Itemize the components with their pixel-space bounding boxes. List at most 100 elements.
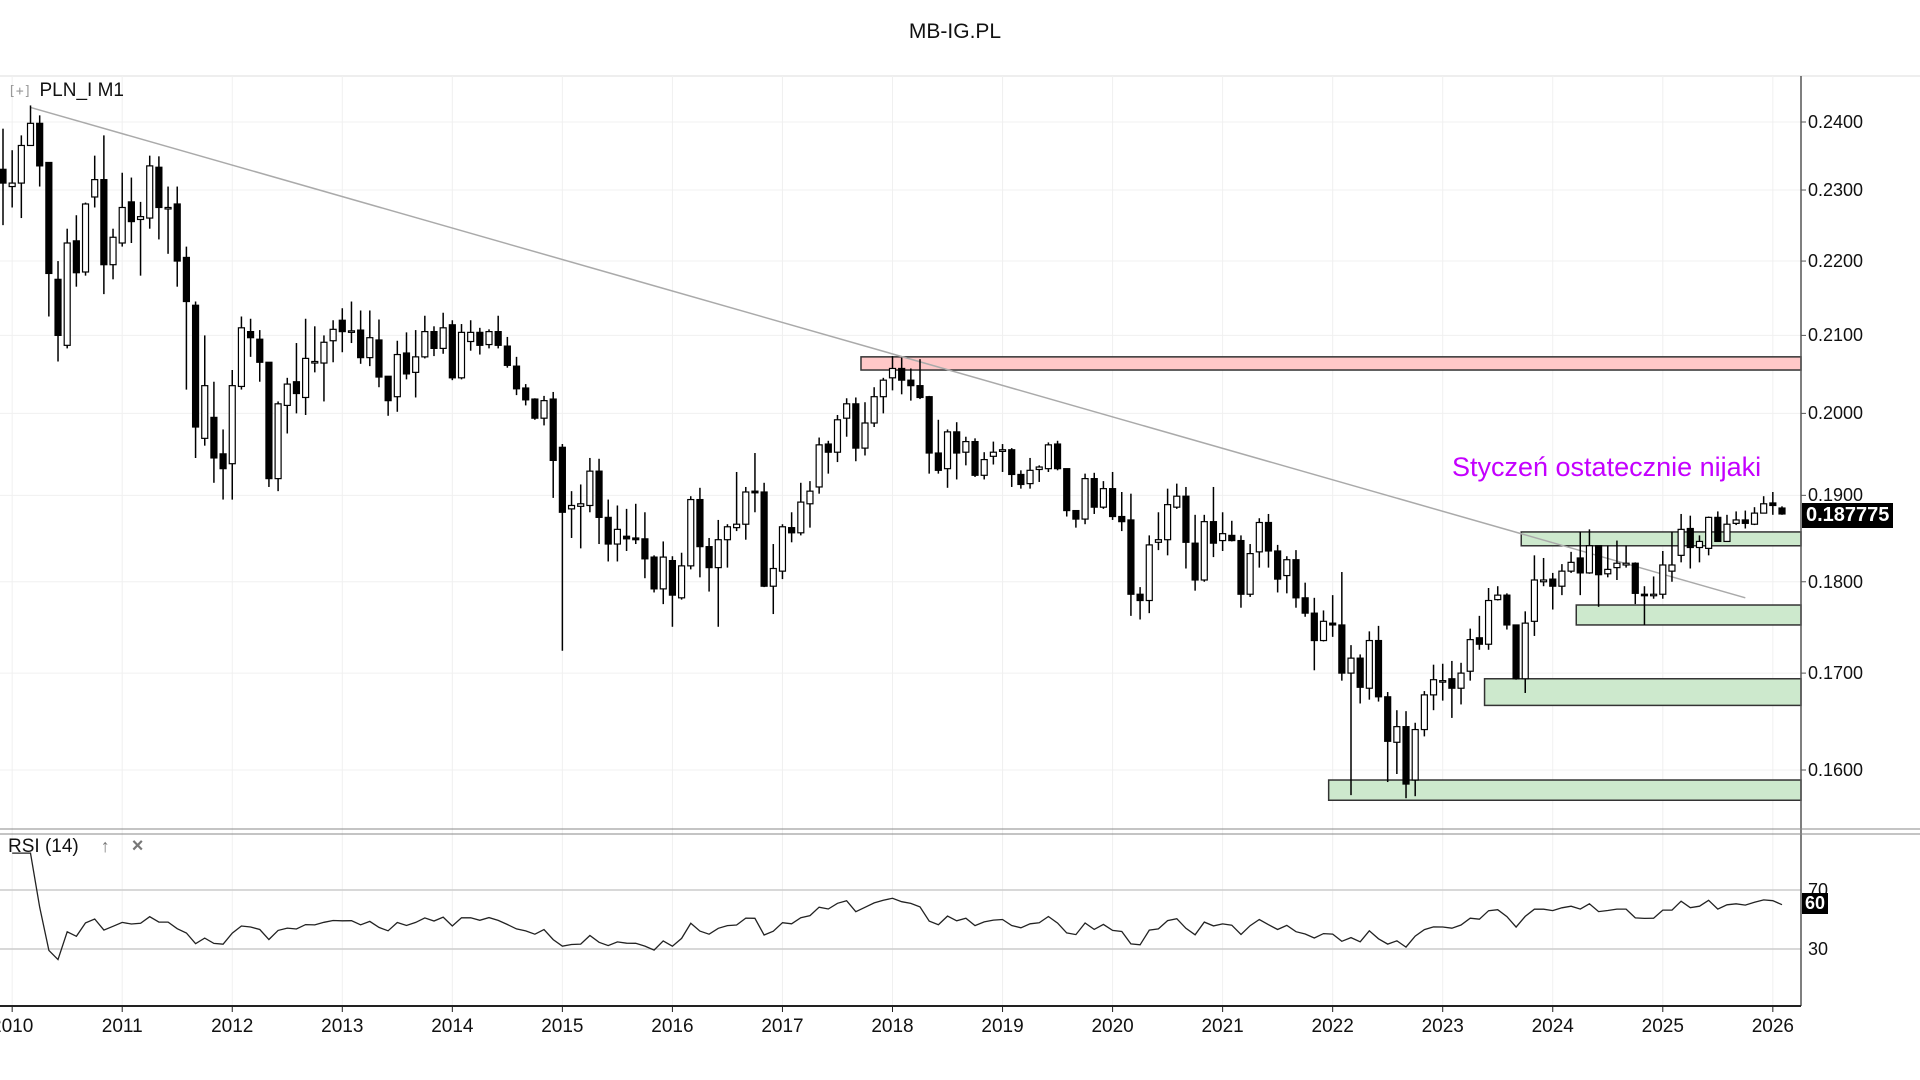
candle-body [210, 416, 218, 459]
candle-down [1640, 586, 1649, 625]
candle-body [1283, 559, 1291, 577]
candle-up [412, 330, 420, 398]
candle-body [63, 242, 71, 346]
candle-up [1558, 564, 1566, 596]
candle-up [1695, 535, 1704, 563]
candle-body [852, 403, 860, 449]
candle-body [1145, 544, 1153, 602]
candle-down [1778, 506, 1786, 515]
candle-body [522, 387, 530, 401]
candle-body [659, 556, 667, 590]
candle-down [1301, 582, 1309, 617]
candle-up [1521, 611, 1529, 693]
candle-body [751, 490, 759, 494]
candle-body [1567, 561, 1575, 572]
candle-body [439, 327, 447, 349]
candle-body [1228, 534, 1236, 542]
candle-body [1732, 519, 1740, 524]
candle-body [1631, 562, 1639, 594]
candle-down [1714, 511, 1722, 543]
candle-up [1494, 586, 1502, 601]
candle-up [1677, 513, 1685, 563]
candle-up [567, 491, 576, 538]
candle-body [1209, 521, 1218, 544]
candle-down [45, 161, 53, 317]
candle-down [210, 381, 218, 483]
candle-down [1686, 515, 1694, 569]
candle-body [742, 491, 750, 525]
candle-down [751, 453, 759, 513]
y-tick-label: 0.1900 [1808, 485, 1864, 506]
y-tick-label: 0.2000 [1808, 403, 1864, 424]
candle-body [1264, 521, 1273, 552]
candle-body [1044, 444, 1052, 470]
candle-down [531, 398, 539, 420]
expand-icon[interactable]: [+] [8, 83, 32, 99]
candle-down [503, 336, 511, 368]
candle-body [81, 203, 90, 273]
candle-down [402, 332, 411, 380]
rsi-value-tag: 60 [1802, 893, 1829, 914]
candle-body [953, 431, 961, 454]
candle-down [1741, 510, 1749, 529]
symbol-label: PLN_I M1 [39, 80, 124, 101]
candle-body [26, 122, 35, 147]
candle-body [595, 470, 603, 518]
candle-body [1494, 594, 1502, 601]
candle-down [1374, 625, 1383, 702]
candle-body [503, 345, 511, 366]
candle-body [934, 452, 942, 471]
x-tick-label: 2017 [761, 1016, 804, 1037]
candle-down [54, 261, 62, 362]
candle-body [265, 361, 273, 480]
candle-body [824, 443, 832, 453]
candle-body [1448, 678, 1456, 689]
candle-down [1209, 486, 1218, 558]
trendline-layer [30, 106, 1746, 599]
candle-down [1118, 491, 1126, 532]
candle-up [1319, 610, 1328, 642]
candle-body [1219, 533, 1227, 542]
candle-body [228, 385, 236, 465]
candle-down [1292, 550, 1300, 608]
trendline [30, 106, 1746, 599]
candle-body [164, 206, 172, 210]
candle-down [357, 310, 365, 364]
rsi-panel [0, 852, 1801, 961]
candle-body [1393, 726, 1401, 743]
x-tick-label: 2021 [1201, 1016, 1244, 1037]
candle-up [1484, 587, 1493, 650]
x-tick-label: 2020 [1091, 1016, 1134, 1037]
candle-up [1200, 514, 1208, 582]
candle-body [549, 398, 557, 462]
candle-body [457, 331, 466, 379]
candle-down [1017, 470, 1025, 489]
candle-body [1191, 542, 1199, 581]
candle-body [36, 122, 44, 167]
candle-up [733, 471, 741, 532]
candle-body [998, 449, 1007, 452]
candle-body [1760, 503, 1768, 514]
candle-body [467, 331, 475, 343]
candle-body [1108, 488, 1117, 518]
candle-up [1365, 631, 1373, 700]
candle-down [1310, 597, 1318, 671]
candle-body [146, 165, 154, 219]
candle-down [1274, 544, 1282, 593]
chart-legend: [+] PLN_I M1 [8, 80, 124, 102]
candle-body [136, 216, 145, 221]
candle-down [1182, 486, 1190, 569]
candle-up [1081, 473, 1089, 525]
candle-body [1466, 639, 1474, 672]
candle-body [512, 365, 521, 390]
candle-body [613, 528, 621, 545]
candle-up [1420, 691, 1428, 737]
candle-body [1053, 443, 1062, 470]
candle-up [311, 326, 319, 373]
y-tick-label: 0.2300 [1808, 180, 1864, 201]
candle-body [879, 379, 887, 398]
close-icon[interactable]: × [131, 835, 144, 857]
arrow-up-icon[interactable]: ↑ [100, 836, 110, 856]
candle-up [1668, 531, 1676, 582]
candle-body [971, 440, 979, 476]
